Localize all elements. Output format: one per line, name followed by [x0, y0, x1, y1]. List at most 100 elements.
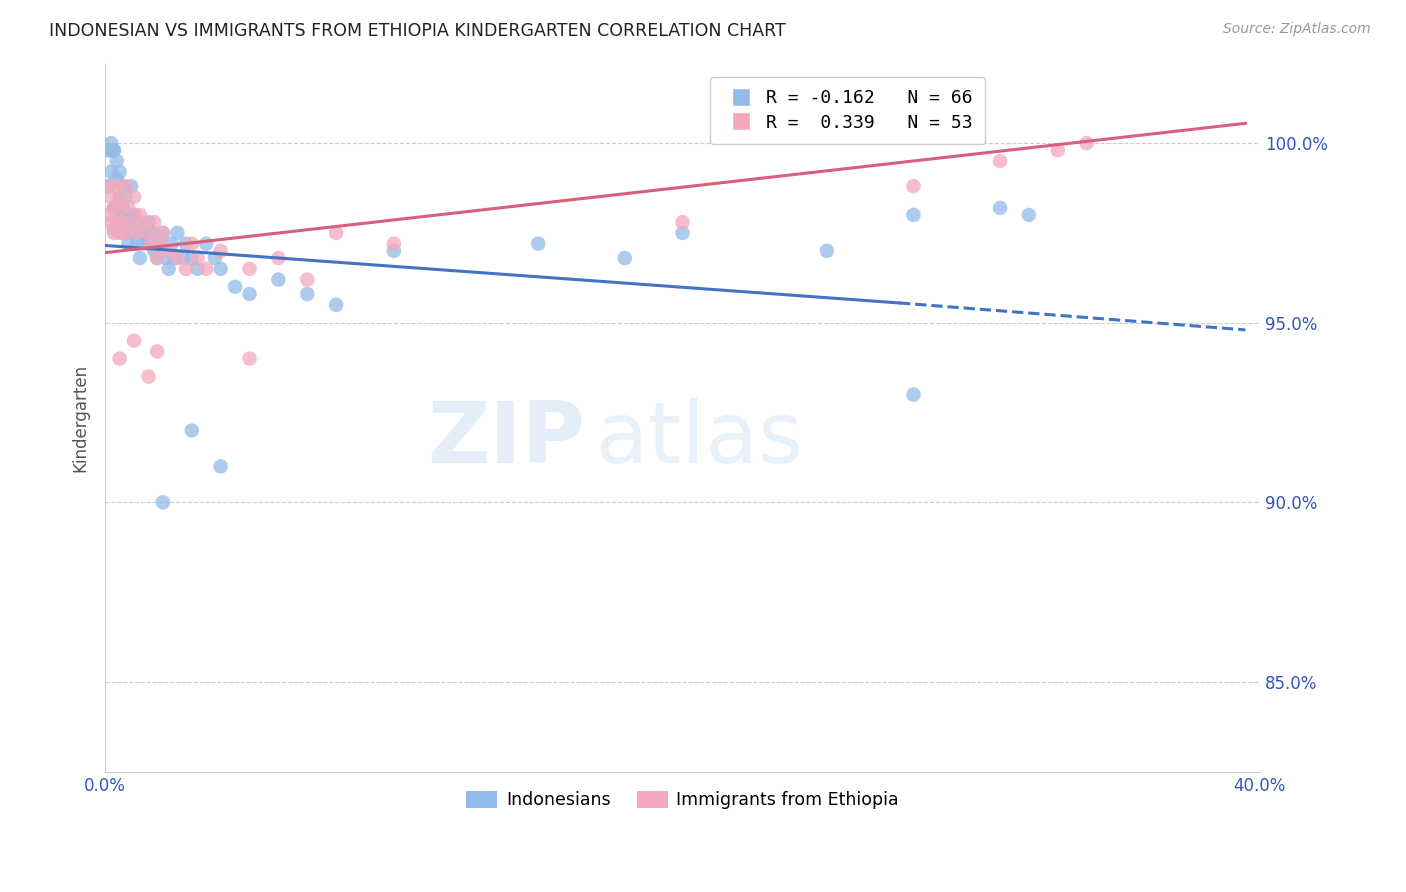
Y-axis label: Kindergarten: Kindergarten	[72, 364, 89, 472]
Point	[209, 459, 232, 474]
Point	[125, 226, 148, 240]
Point	[146, 251, 169, 265]
Point	[108, 190, 131, 204]
Point	[141, 226, 163, 240]
Point	[100, 136, 122, 150]
Point	[238, 261, 260, 276]
Point	[174, 236, 197, 251]
Point	[157, 261, 180, 276]
Text: ZIP: ZIP	[426, 398, 585, 481]
Point	[100, 215, 122, 229]
Point	[128, 251, 150, 265]
Point	[117, 236, 139, 251]
Point	[141, 236, 163, 251]
Point	[105, 179, 128, 194]
Point	[111, 179, 134, 194]
Point	[105, 172, 128, 186]
Point	[209, 244, 232, 258]
Point	[382, 244, 405, 258]
Point	[117, 201, 139, 215]
Point	[1018, 208, 1040, 222]
Point	[297, 272, 319, 286]
Point	[117, 215, 139, 229]
Point	[103, 201, 125, 215]
Point	[146, 344, 169, 359]
Point	[122, 226, 145, 240]
Legend: Indonesians, Immigrants from Ethiopia: Indonesians, Immigrants from Ethiopia	[458, 784, 905, 816]
Point	[103, 222, 125, 236]
Point	[903, 179, 925, 194]
Point	[103, 143, 125, 157]
Point	[114, 179, 136, 194]
Point	[224, 279, 246, 293]
Point	[103, 143, 125, 157]
Point	[155, 251, 177, 265]
Point	[111, 226, 134, 240]
Point	[1046, 143, 1069, 157]
Point	[108, 351, 131, 366]
Point	[108, 226, 131, 240]
Point	[267, 251, 290, 265]
Point	[152, 226, 174, 240]
Point	[157, 244, 180, 258]
Point	[122, 190, 145, 204]
Point	[204, 251, 226, 265]
Point	[122, 208, 145, 222]
Point	[120, 208, 142, 222]
Point	[103, 201, 125, 215]
Point	[1076, 136, 1098, 150]
Point	[108, 165, 131, 179]
Point	[180, 251, 202, 265]
Point	[97, 179, 120, 194]
Point	[160, 236, 183, 251]
Point	[671, 215, 693, 229]
Text: INDONESIAN VS IMMIGRANTS FROM ETHIOPIA KINDERGARTEN CORRELATION CHART: INDONESIAN VS IMMIGRANTS FROM ETHIOPIA K…	[49, 22, 786, 40]
Point	[105, 201, 128, 215]
Point	[138, 236, 160, 251]
Point	[297, 287, 319, 301]
Point	[120, 179, 142, 194]
Point	[114, 208, 136, 222]
Point	[195, 236, 218, 251]
Point	[111, 201, 134, 215]
Point	[111, 201, 134, 215]
Point	[108, 208, 131, 222]
Point	[988, 154, 1011, 169]
Point	[105, 215, 128, 229]
Point	[114, 226, 136, 240]
Point	[152, 495, 174, 509]
Point	[166, 226, 188, 240]
Point	[149, 236, 172, 251]
Point	[128, 208, 150, 222]
Point	[671, 226, 693, 240]
Point	[209, 261, 232, 276]
Point	[195, 261, 218, 276]
Point	[267, 272, 290, 286]
Point	[382, 236, 405, 251]
Point	[143, 215, 166, 229]
Point	[166, 251, 188, 265]
Point	[138, 226, 160, 240]
Point	[108, 190, 131, 204]
Point	[325, 298, 347, 312]
Point	[527, 236, 550, 251]
Point	[97, 208, 120, 222]
Point	[97, 179, 120, 194]
Point	[97, 143, 120, 157]
Point	[108, 215, 131, 229]
Point	[100, 165, 122, 179]
Point	[152, 226, 174, 240]
Point	[172, 251, 194, 265]
Point	[114, 226, 136, 240]
Point	[125, 215, 148, 229]
Point	[122, 334, 145, 348]
Point	[143, 244, 166, 258]
Point	[100, 190, 122, 204]
Point	[325, 226, 347, 240]
Point	[114, 190, 136, 204]
Point	[174, 261, 197, 276]
Point	[120, 215, 142, 229]
Point	[132, 215, 155, 229]
Point	[163, 251, 186, 265]
Text: atlas: atlas	[596, 398, 804, 481]
